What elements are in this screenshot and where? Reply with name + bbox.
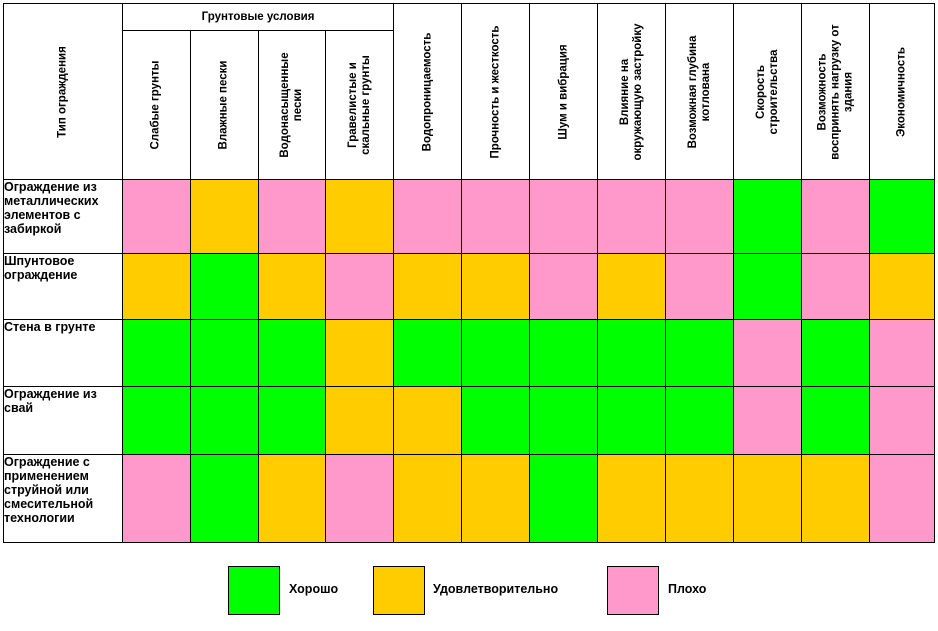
rating-cell-good <box>665 386 735 455</box>
row-label: Ограждение с применением струйной или см… <box>3 454 123 543</box>
row-label: Ограждение из металлических элементов с … <box>3 179 123 254</box>
rating-cell-good <box>597 319 667 387</box>
rating-cell-good <box>529 319 599 387</box>
rating-cell-bad <box>325 253 395 320</box>
rating-cell-good <box>529 386 599 455</box>
rating-cell-bad <box>529 179 599 254</box>
rating-cell-good <box>529 454 599 543</box>
rating-cell-ok <box>733 454 803 543</box>
rating-cell-ok <box>801 454 870 543</box>
column-header-gravelistye-grunty: Гравелистые и скальные грунты <box>325 30 395 180</box>
rating-cell-bad <box>801 179 870 254</box>
table-row: Шпунтовое ограждение <box>3 253 936 320</box>
row-label-header: Тип ограждения <box>3 3 123 180</box>
rating-cell-good <box>189 253 259 320</box>
table-row: Ограждение с применением струйной или см… <box>3 454 936 543</box>
rating-cell-bad <box>393 179 463 254</box>
table-body: Ограждение из металлических элементов с … <box>3 179 936 543</box>
rating-cell-ok <box>257 454 327 543</box>
column-header-skorost: Скорость строительства <box>733 3 803 180</box>
row-label: Шпунтовое ограждение <box>3 253 123 320</box>
legend-swatch-good <box>228 566 280 615</box>
column-header-slabye-grunty: Слабые грунты <box>121 30 191 180</box>
table-row: Ограждение из металлических элементов с … <box>3 179 936 254</box>
rating-cell-bad <box>121 454 191 543</box>
column-header-nagruzka: Возможность воспринять нагрузку от здани… <box>801 3 870 180</box>
rating-cell-ok <box>189 179 259 254</box>
rating-cell-bad <box>461 179 531 254</box>
rating-cell-ok <box>868 253 936 320</box>
rating-cell-ok <box>461 253 531 320</box>
rating-cell-good <box>189 319 259 387</box>
rating-cell-bad <box>868 319 936 387</box>
rating-cell-bad <box>733 319 803 387</box>
header-row-top: Тип ограждения Грунтовые условия Водопро… <box>3 3 936 180</box>
table-row: Ограждение из свай <box>3 386 936 455</box>
rating-cell-bad <box>257 179 327 254</box>
rating-cell-ok <box>597 253 667 320</box>
rating-cell-ok <box>393 386 463 455</box>
rating-cell-good <box>121 319 191 387</box>
rating-cell-good <box>257 319 327 387</box>
rating-cell-good <box>257 386 327 455</box>
rating-cell-bad <box>733 386 803 455</box>
rating-cell-good <box>597 386 667 455</box>
legend-label-good: Хорошо <box>289 582 339 596</box>
soil-conditions-header: Грунтовые условия <box>121 3 395 31</box>
rating-cell-bad <box>868 386 936 455</box>
rating-cell-good <box>733 179 803 254</box>
row-label: Стена в грунте <box>3 319 123 387</box>
column-header-vlazhnye-peski: Влажные пески <box>189 30 259 180</box>
rating-cell-ok <box>393 454 463 543</box>
rating-cell-bad <box>325 454 395 543</box>
comparison-table: Тип ограждения Грунтовые условия Водопро… <box>3 3 936 543</box>
rating-cell-ok <box>257 253 327 320</box>
rating-cell-bad <box>665 179 735 254</box>
table-row: Стена в грунте <box>3 319 936 387</box>
rating-cell-ok <box>597 454 667 543</box>
rating-cell-good <box>121 386 191 455</box>
rating-cell-good <box>733 253 803 320</box>
rating-cell-good <box>189 386 259 455</box>
rating-cell-ok <box>121 253 191 320</box>
rating-cell-bad <box>868 454 936 543</box>
rating-cell-ok <box>665 454 735 543</box>
header-row-soil: Слабые грунты Влажные пески Водонасыщенн… <box>4 30 935 180</box>
rating-cell-good <box>801 319 870 387</box>
legend-swatch-ok <box>373 566 425 615</box>
legend: Хорошо Удовлетворительно Плохо <box>0 566 938 618</box>
column-header-vodopronitsaemost: Водопроницаемость <box>393 3 463 180</box>
rating-cell-good <box>461 319 531 387</box>
rating-cell-ok <box>325 179 395 254</box>
rating-cell-good <box>461 386 531 455</box>
row-label: Ограждение из свай <box>3 386 123 455</box>
column-header-shum: Шум и вибрация <box>529 3 599 180</box>
column-header-ekonomichnost: Экономичность <box>868 3 936 180</box>
column-header-prochnost: Прочность и жесткость <box>461 3 531 180</box>
rating-cell-good <box>665 319 735 387</box>
rating-cell-ok <box>325 386 395 455</box>
rating-cell-bad <box>529 253 599 320</box>
rating-cell-ok <box>461 454 531 543</box>
rating-cell-good <box>393 319 463 387</box>
rating-cell-ok <box>325 319 395 387</box>
column-header-glubina: Возможная глубина котлована <box>665 3 735 180</box>
rating-cell-good <box>868 179 936 254</box>
rating-cell-bad <box>121 179 191 254</box>
legend-label-bad: Плохо <box>668 582 707 596</box>
rating-cell-good <box>189 454 259 543</box>
rating-cell-ok <box>393 253 463 320</box>
rating-cell-bad <box>665 253 735 320</box>
rating-cell-bad <box>801 253 870 320</box>
column-header-vliyanie: Влияние на окружающую застройку <box>597 3 667 180</box>
column-header-vodonasyshchennye-peski: Водонасыщенные пески <box>257 30 327 180</box>
legend-swatch-bad <box>607 566 659 615</box>
rating-cell-good <box>801 386 870 455</box>
legend-label-ok: Удовлетворительно <box>433 582 559 596</box>
rating-cell-bad <box>597 179 667 254</box>
